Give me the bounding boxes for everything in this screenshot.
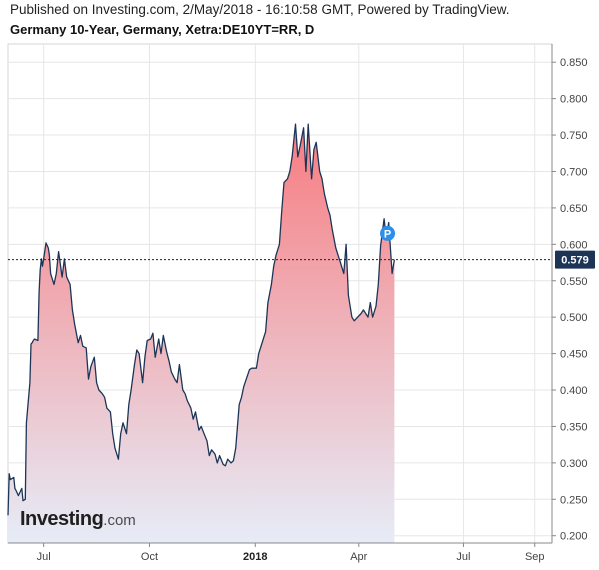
x-tick-label: 2018 (243, 551, 267, 563)
investing-logo: Investing.com (20, 508, 136, 531)
y-tick-label: 0.450 (560, 349, 588, 361)
series-area-fill (8, 124, 395, 543)
series-layer (7, 123, 396, 543)
y-tick-label: 0.500 (560, 312, 588, 324)
published-caption: Published on Investing.com, 2/May/2018 -… (10, 2, 510, 17)
y-tick-label: 0.700 (560, 166, 588, 178)
series-line (7, 123, 396, 516)
x-tick-label: Jul (37, 551, 51, 563)
y-tick-label: 0.300 (560, 458, 588, 470)
y-tick-label: 0.200 (560, 531, 588, 543)
x-tick-label: Apr (350, 551, 367, 563)
y-tick-label: 0.600 (560, 239, 588, 251)
chart-title: Germany 10-Year, Germany, Xetra:DE10YT=R… (10, 22, 315, 37)
overlay-layer: 0.579 P (8, 225, 595, 269)
y-tick-label: 0.400 (560, 385, 588, 397)
last-price-label: 0.579 (561, 255, 589, 267)
x-tick-label: Sep (525, 551, 545, 563)
x-tick-label: Jul (456, 551, 470, 563)
axis-layer: 0.200 0.250 0.300 0.350 0.400 0.450 0.500 0.550… (8, 44, 588, 563)
logo-suffix: .com (103, 512, 136, 529)
y-tick-label: 0.550 (560, 276, 588, 288)
y-tick-label: 0.750 (560, 130, 588, 142)
y-tick-label: 0.850 (560, 57, 588, 69)
p-marker-label: P (384, 228, 391, 240)
p-marker (380, 225, 396, 241)
logo-wordmark: Investing (20, 508, 104, 530)
x-tick-label: Oct (141, 551, 158, 563)
last-price-tag (555, 250, 595, 269)
y-tick-label: 0.250 (560, 494, 588, 506)
y-tick-label: 0.800 (560, 94, 588, 106)
y-tick-label: 0.650 (560, 203, 588, 215)
y-tick-label: 0.350 (560, 421, 588, 433)
